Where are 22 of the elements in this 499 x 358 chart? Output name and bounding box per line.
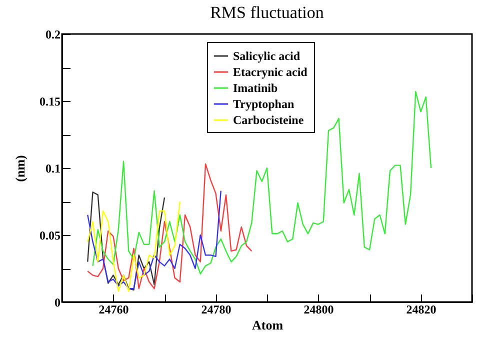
y-tick-label: 0.15 [40,94,60,108]
x-axis-title: Atom [252,318,284,332]
line-series [87,163,252,290]
legend-label: Carbocisteine [233,113,304,127]
x-tick-label: 24800 [304,302,334,316]
y-tick-label: 0.1 [46,162,60,176]
x-tick-label: 24760 [98,302,129,316]
y-tick-label: 0 [54,296,60,310]
legend-label: Etacrynic acid [233,65,308,79]
line-series [92,91,432,274]
line-series [87,190,222,290]
y-axis-title: (nm) [12,155,28,182]
line-series [87,192,166,291]
chart-title: RMS fluctuation [210,3,324,22]
x-tick-label: 24780 [201,302,232,316]
y-tick-label: 0.05 [40,228,60,242]
y-tick-label: 0.2 [46,28,60,42]
legend-label: Imatinib [233,81,278,95]
legend-label: Salicylic acid [233,49,300,63]
legend-label: Tryptophan [233,97,294,111]
x-tick-label: 24820 [406,302,436,316]
line-series [87,200,180,292]
